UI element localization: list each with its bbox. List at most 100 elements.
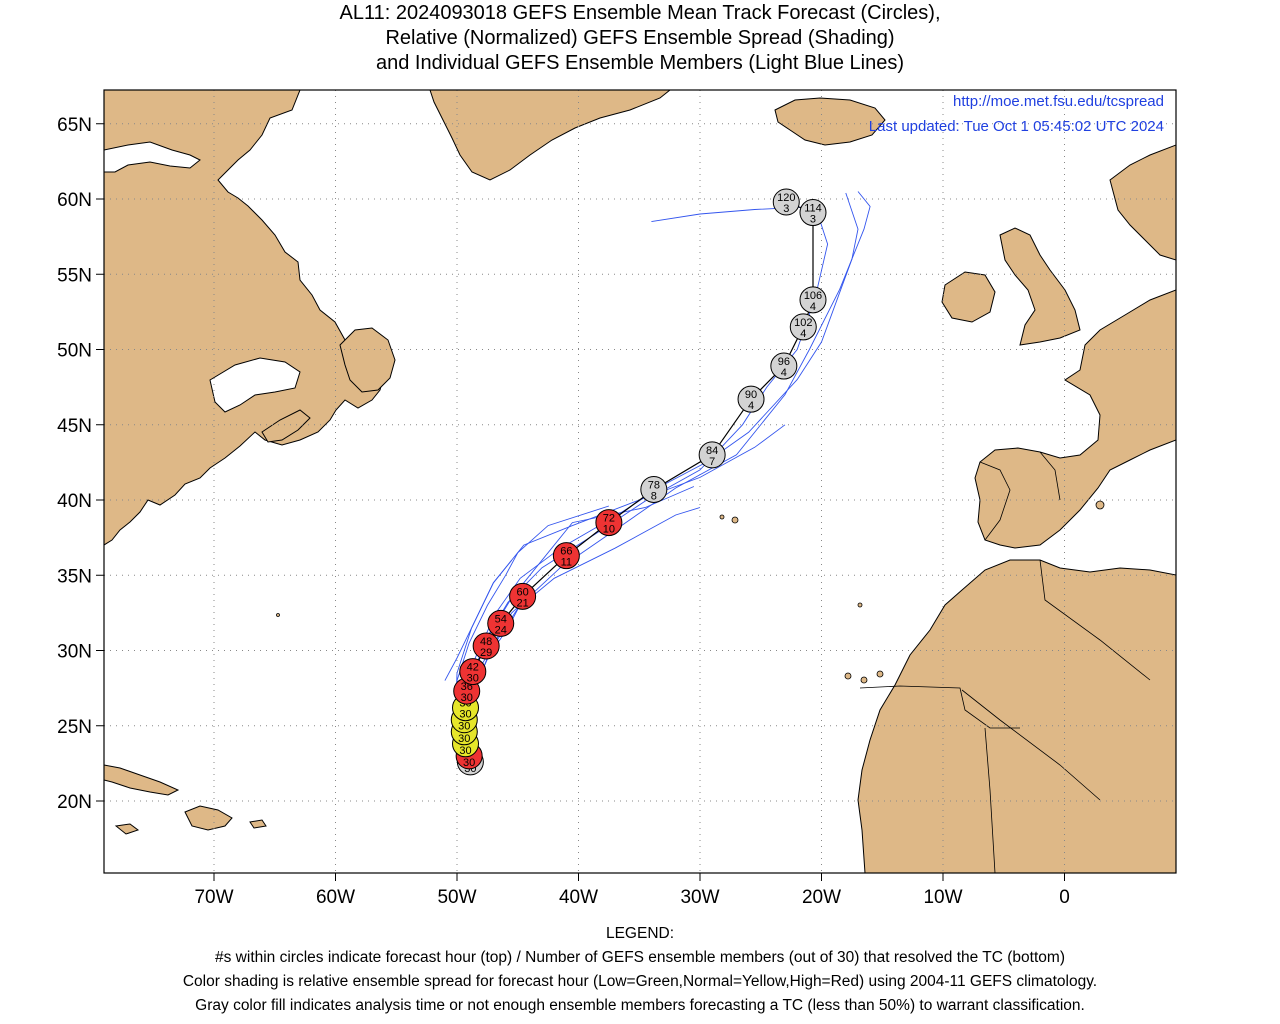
track-point: 788 xyxy=(640,475,668,503)
land-azores-2 xyxy=(719,514,725,520)
track-circle xyxy=(640,475,668,503)
land-puerto-rico xyxy=(249,819,267,829)
lon-label: 60W xyxy=(316,887,355,908)
member-count: 8 xyxy=(651,490,657,502)
member-count: 4 xyxy=(781,367,787,379)
boundaries xyxy=(859,451,1151,873)
lon-label: 0 xyxy=(1059,887,1070,908)
lon-label: 10W xyxy=(923,887,962,908)
land-madeira xyxy=(857,602,863,608)
member-count: 30 xyxy=(459,709,471,721)
land-balearic xyxy=(1095,500,1105,510)
land-iceland xyxy=(774,97,886,146)
member-count: 4 xyxy=(800,328,806,340)
land-gulf-st-lawrence xyxy=(209,357,301,413)
track-point: 847 xyxy=(698,441,726,469)
forecast-hour: 72 xyxy=(603,513,615,525)
member-count: 11 xyxy=(561,557,572,569)
title-line-3: and Individual GEFS Ensemble Members (Li… xyxy=(375,52,905,74)
track-circle xyxy=(595,509,623,537)
mean-track: 0306301230183024303030363042304829542460… xyxy=(450,188,827,776)
forecast-hour: 66 xyxy=(560,546,572,558)
land-great-britain xyxy=(999,227,1081,346)
lat-label: 55N xyxy=(57,265,92,286)
member-count: 21 xyxy=(516,597,528,609)
legend-heading: LEGEND: xyxy=(605,925,675,942)
land-africa xyxy=(857,559,1176,873)
land-azores-1 xyxy=(731,516,739,524)
map-frame xyxy=(103,89,1177,874)
lat-label: 30N xyxy=(57,642,92,663)
member-count: 30 xyxy=(467,673,479,685)
member-count: 10 xyxy=(603,524,615,536)
track-circle xyxy=(698,441,726,469)
forecast-hour: 78 xyxy=(648,479,660,491)
land-canary-2 xyxy=(860,676,868,684)
source-url: http://moe.met.fsu.edu/tcspread xyxy=(953,93,1164,110)
member-count: 4 xyxy=(748,400,754,412)
title-line-2: Relative (Normalized) GEFS Ensemble Spre… xyxy=(385,27,895,49)
track-circle xyxy=(552,542,580,570)
track-point: 964 xyxy=(770,352,798,380)
forecast-hour: 102 xyxy=(794,317,812,329)
forecast-hour: 54 xyxy=(495,613,507,625)
member-count: 30 xyxy=(461,692,473,704)
track-circle xyxy=(737,385,765,413)
lat-label: 65N xyxy=(57,115,92,136)
forecast-hour: 60 xyxy=(516,586,528,598)
land-labrador-inner xyxy=(104,141,201,173)
lat-label: 40N xyxy=(57,491,92,512)
latitude-labels: 65N 60N 55N 50N 45N 40N 35N 30N 25N 20N xyxy=(57,115,104,813)
forecast-hour: 96 xyxy=(778,356,790,368)
track-circle xyxy=(799,286,827,314)
lon-label: 30W xyxy=(680,887,719,908)
member-count: 7 xyxy=(709,456,715,468)
forecast-hour: 42 xyxy=(467,662,479,674)
member-count: 3 xyxy=(810,214,816,226)
forecast-hour: 106 xyxy=(804,290,822,302)
member-count: 30 xyxy=(463,757,475,769)
track-circle xyxy=(770,352,798,380)
track-circle xyxy=(509,582,537,610)
land-greenland xyxy=(429,90,671,181)
lat-label: 45N xyxy=(57,416,92,437)
legend-line-3: Gray color fill indicates analysis time … xyxy=(195,997,1085,1014)
forecast-hour: 114 xyxy=(804,203,822,215)
track-circle xyxy=(459,658,487,686)
land-hispaniola xyxy=(184,805,233,831)
member-count: 30 xyxy=(459,745,471,757)
forecast-hour: 48 xyxy=(480,636,492,648)
land-newfoundland xyxy=(339,327,396,393)
land-bermuda xyxy=(276,613,280,617)
member-track xyxy=(444,559,513,681)
land-layer xyxy=(104,90,1176,873)
lat-label: 20N xyxy=(57,792,92,813)
forecast-hour: 90 xyxy=(745,389,757,401)
member-count: 24 xyxy=(495,624,507,636)
land-cuba xyxy=(104,764,180,796)
forecast-hour: 84 xyxy=(706,445,718,457)
lat-label: 25N xyxy=(57,717,92,738)
last-updated: Last updated: Tue Oct 1 05:45:02 UTC 202… xyxy=(868,118,1164,135)
land-nova-scotia xyxy=(261,409,311,443)
member-count: 30 xyxy=(458,733,470,745)
track-circle xyxy=(799,199,827,227)
lat-label: 60N xyxy=(57,190,92,211)
title-line-1: AL11: 2024093018 GEFS Ensemble Mean Trac… xyxy=(339,2,941,24)
lat-label: 35N xyxy=(57,566,92,587)
land-canary-1 xyxy=(844,672,852,680)
member-count: 29 xyxy=(480,647,492,659)
longitude-labels: 70W 60W 50W 40W 30W 20W 10W 0 xyxy=(194,873,1070,908)
land-ireland xyxy=(941,271,996,323)
track-circle xyxy=(472,632,500,660)
